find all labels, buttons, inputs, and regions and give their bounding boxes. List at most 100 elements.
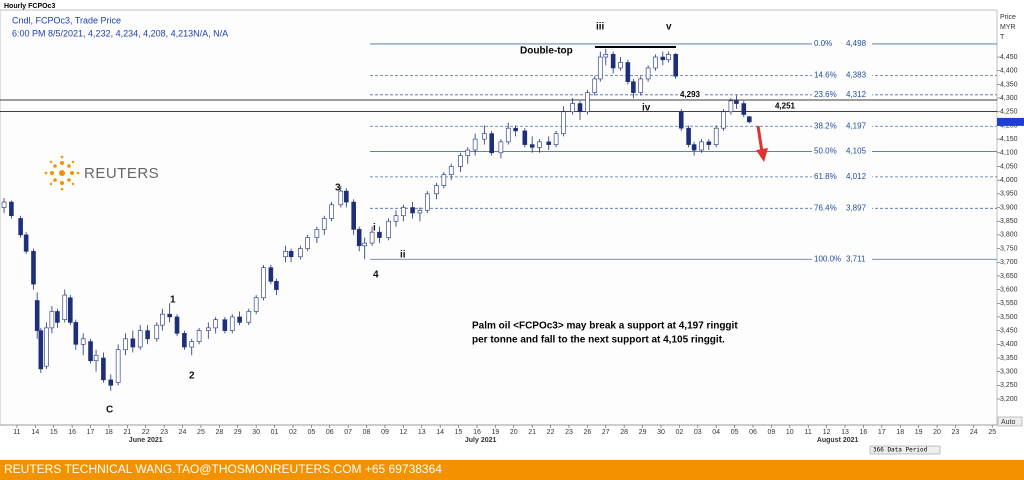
x-tick-label: 24 (179, 429, 187, 436)
x-tick-label: 02 (289, 429, 297, 436)
candle-body (213, 319, 218, 329)
candle-body (351, 201, 356, 230)
candle-body (713, 127, 719, 145)
x-tick-label: 18 (896, 429, 904, 436)
candle-body (196, 330, 202, 342)
y-tick-label: 3,850 (1000, 218, 1018, 225)
candle-body (246, 311, 252, 323)
x-tick-label: 21 (123, 429, 131, 436)
wave-label: 2 (189, 371, 195, 382)
candle-body (62, 294, 68, 320)
candle-body (522, 130, 528, 145)
x-tick-label: 14 (436, 429, 444, 436)
x-tick-label: 19 (915, 429, 923, 436)
candle-body (728, 100, 734, 113)
fib-label: 50.0% (814, 147, 837, 156)
candle-body (321, 218, 327, 230)
y-tick-label: 4,050 (1000, 163, 1018, 170)
fib-value: 4,012 (846, 172, 867, 181)
level-label: 4,251 (775, 102, 796, 111)
candle-body (434, 185, 439, 195)
candle-body (570, 103, 575, 113)
y-tick-label: 3,350 (1000, 355, 1018, 362)
fib-label: 23.6% (814, 90, 837, 99)
candle-body (645, 67, 651, 80)
y-tick-label: 3,700 (1000, 259, 1018, 266)
x-tick-label: 23 (952, 429, 960, 436)
candle-body (441, 174, 447, 186)
fib-label-bg (812, 70, 872, 81)
x-tick-label: 01 (271, 429, 279, 436)
candle-body (67, 297, 73, 323)
x-tick-label: 05 (307, 429, 315, 436)
candle-body (268, 267, 274, 282)
candle-body (741, 103, 747, 115)
footer-bar (0, 460, 1024, 480)
candle-body (174, 316, 180, 334)
x-tick-label: 08 (363, 429, 371, 436)
candle-body (73, 322, 79, 345)
candle-body (344, 190, 349, 203)
candle-body (618, 62, 623, 69)
x-tick-label: 10 (786, 429, 794, 436)
y-tick-label: 3,800 (1000, 232, 1018, 239)
candle-body (529, 144, 535, 148)
x-tick-label: 25 (988, 429, 996, 436)
candle-body (699, 141, 704, 151)
x-tick-label: 26 (583, 429, 591, 436)
y-tick-label: 4,350 (1000, 81, 1018, 88)
candle-body (253, 297, 259, 312)
candle-body (145, 330, 150, 340)
candle-body (393, 215, 399, 222)
x-tick-label: 23 (565, 429, 573, 436)
y-tick-label: 4,000 (1000, 177, 1018, 184)
candle-body (137, 330, 143, 348)
candle-body (465, 149, 471, 156)
candle-body (31, 250, 36, 285)
candle-body (93, 354, 99, 362)
y-tick-label: 4,450 (1000, 54, 1018, 61)
x-tick-label: 15 (455, 429, 463, 436)
y-tick-label: 4,100 (1000, 150, 1018, 157)
x-tick-label: 28 (620, 429, 628, 436)
x-tick-label: 09 (381, 429, 389, 436)
annotation: Double-top (520, 46, 573, 57)
candle-body (625, 62, 631, 82)
fib-label-bg (812, 203, 872, 214)
fib-value: 4,312 (846, 90, 867, 99)
auto-button[interactable] (997, 416, 1023, 427)
candle-body (274, 281, 279, 290)
auto-label[interactable]: Auto (1001, 419, 1016, 426)
candle-body (448, 166, 454, 175)
candle-body (472, 138, 478, 151)
fib-label: 61.8% (814, 172, 837, 181)
fib-label: 0.0% (814, 39, 832, 48)
candle-body (597, 56, 603, 80)
candle-body (115, 349, 121, 383)
fib-value: 3,897 (846, 203, 867, 212)
candle-body (206, 327, 211, 331)
y-tick-label: 3,900 (1000, 204, 1018, 211)
candle-body (305, 237, 310, 249)
candle-body (686, 127, 691, 145)
fib-label: 100.0% (814, 254, 841, 263)
fib-label-bg (812, 121, 872, 132)
wave-label: iii (596, 22, 605, 33)
candle-body (369, 231, 375, 244)
candle-body (678, 111, 684, 129)
wave-label: v (666, 22, 672, 33)
x-tick-label: 16 (860, 429, 868, 436)
y-tick-label: 3,650 (1000, 273, 1018, 280)
x-tick-label: 27 (602, 429, 610, 436)
candle-body (44, 327, 49, 367)
candle-body (101, 357, 106, 381)
x-tick-label: 03 (694, 429, 702, 436)
x-tick-label: 18 (105, 429, 113, 436)
candle-body (489, 133, 494, 154)
y-tick-label: 3,500 (1000, 314, 1018, 321)
candle-body (631, 81, 636, 93)
candle-body (537, 141, 542, 148)
x-tick-label: 05 (731, 429, 739, 436)
fib-label-bg (812, 171, 872, 182)
